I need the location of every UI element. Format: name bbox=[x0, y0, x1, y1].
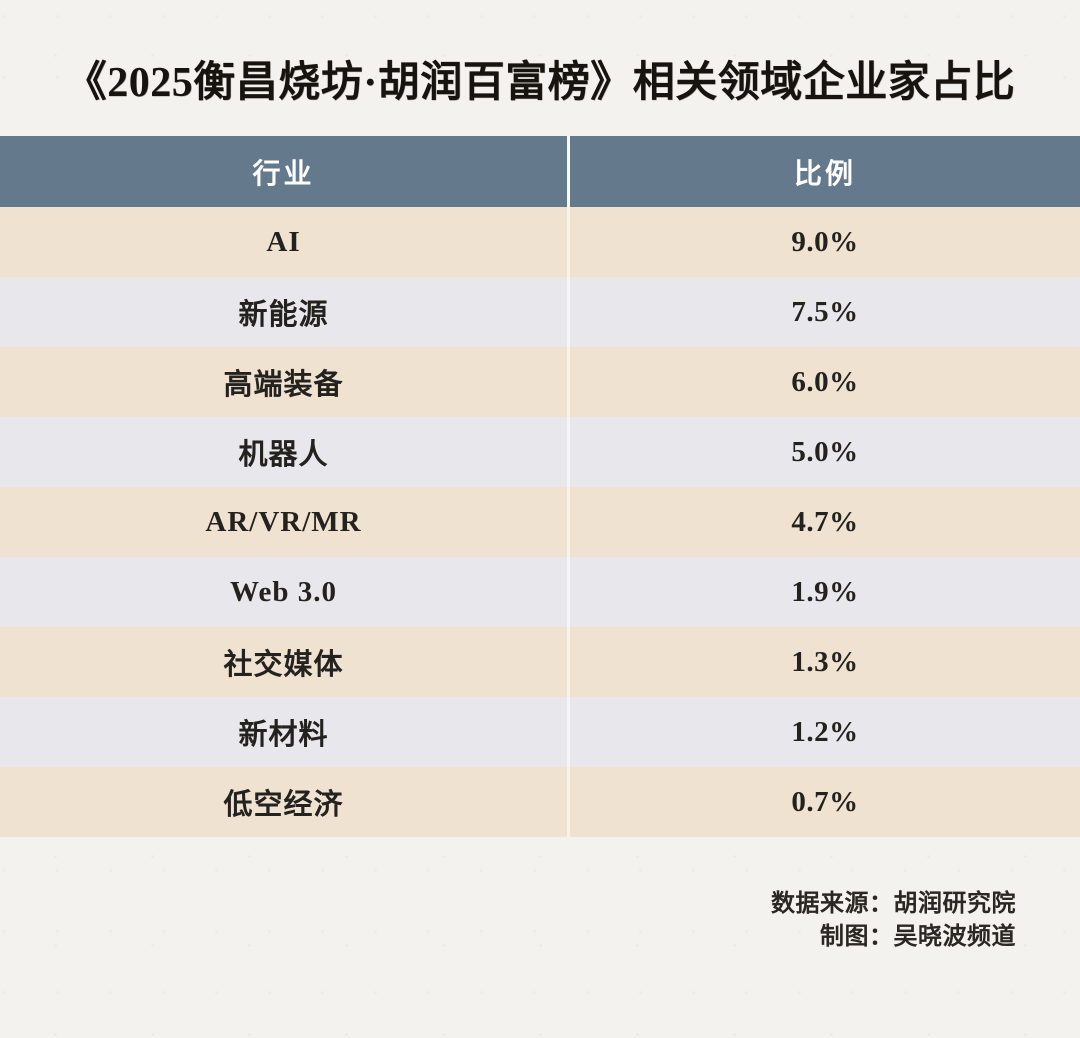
industry-cell: 高端装备 bbox=[223, 369, 344, 401]
industry-cell: 低空经济 bbox=[223, 789, 344, 821]
ratio-cell: 4.7% bbox=[567, 487, 1080, 557]
industry-cell: 机器人 bbox=[238, 439, 329, 471]
industry-cell: 新能源 bbox=[238, 299, 329, 331]
industry-cell: 新材料 bbox=[238, 719, 329, 751]
ratio-cell: 6.0% bbox=[567, 347, 1080, 417]
ratio-cell: 7.5% bbox=[567, 277, 1080, 347]
ratio-cell: 1.3% bbox=[567, 627, 1080, 697]
table-body: AI 9.0% 新能源 7.5% 高端装备 6.0% 机器人 5.0% AR/V… bbox=[0, 207, 1080, 837]
table-row: AI 9.0% bbox=[0, 207, 1080, 277]
page-title: 《2025衡昌烧坊·胡润百富榜》相关领域企业家占比 bbox=[64, 60, 1016, 106]
ratio-cell: 5.0% bbox=[567, 417, 1080, 487]
industry-cell: 社交媒体 bbox=[223, 649, 344, 681]
table-header-row: 行业 比例 bbox=[0, 136, 1080, 207]
footer-credits: 数据来源：胡润研究院 制图：吴晓波频道 bbox=[771, 888, 1016, 954]
table-row: 机器人 5.0% bbox=[0, 417, 1080, 487]
table-row: Web 3.0 1.9% bbox=[0, 557, 1080, 627]
table-row: 低空经济 0.7% bbox=[0, 767, 1080, 837]
ratio-cell: 9.0% bbox=[567, 207, 1080, 277]
industry-cell: AR/VR/MR bbox=[205, 505, 362, 538]
ratio-cell: 0.7% bbox=[567, 767, 1080, 837]
industry-cell: AI bbox=[266, 225, 301, 258]
chart-credit-line: 制图：吴晓波频道 bbox=[820, 924, 1016, 950]
data-source-line: 数据来源：胡润研究院 bbox=[771, 891, 1016, 917]
column-header-ratio: 比例 bbox=[567, 136, 1080, 207]
industry-cell: Web 3.0 bbox=[230, 575, 337, 608]
table-row: 新材料 1.2% bbox=[0, 697, 1080, 767]
table-row: 高端装备 6.0% bbox=[0, 347, 1080, 417]
table-row: AR/VR/MR 4.7% bbox=[0, 487, 1080, 557]
ratio-cell: 1.9% bbox=[567, 557, 1080, 627]
table-row: 社交媒体 1.3% bbox=[0, 627, 1080, 697]
ratio-cell: 1.2% bbox=[567, 697, 1080, 767]
table-row: 新能源 7.5% bbox=[0, 277, 1080, 347]
data-table: 行业 比例 AI 9.0% 新能源 7.5% 高端装备 6.0% 机器人 5.0… bbox=[0, 136, 1080, 837]
column-header-industry: 行业 bbox=[252, 158, 315, 190]
